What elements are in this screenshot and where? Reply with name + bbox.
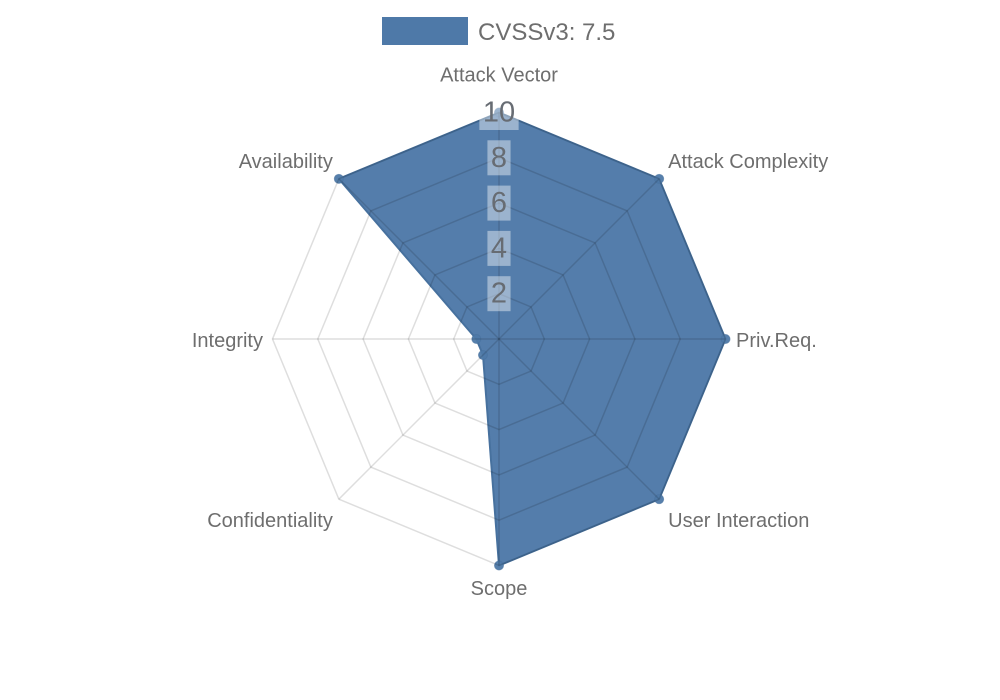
grid-ring-2	[452, 292, 546, 386]
radar-series	[333, 107, 731, 571]
radial-tick-box-8	[487, 140, 511, 176]
radar-vertex-marker-priv-req	[720, 334, 731, 344]
legend-label[interactable]: CVSSv3: 7.5	[478, 19, 615, 46]
radial-tick-label-8: 8	[491, 142, 507, 174]
axis-labels: Attack Vector Attack Complexity Priv.Req. U…	[192, 65, 828, 601]
axis-label-integrity: Integrity	[192, 330, 263, 352]
radial-tick-box-10	[479, 95, 519, 130]
axis-label-attack-vector: Attack Vector	[440, 65, 558, 87]
grid-spoke-confidentiality	[338, 338, 500, 500]
grid-ring-8	[316, 156, 682, 522]
grid-spoke-availability	[338, 178, 500, 340]
radar-vertex-marker-scope	[494, 560, 504, 571]
grid-ring-4	[407, 247, 591, 431]
radial-tick-box-2	[487, 276, 511, 312]
radial-tick-label-10: 10	[483, 97, 515, 129]
radial-tick-box-4	[487, 230, 511, 266]
grid-ring-10	[271, 111, 727, 567]
radar-vertex-marker-availability	[333, 173, 344, 184]
axis-label-confidentiality: Confidentiality	[207, 510, 333, 532]
radar-vertex-marker-integrity	[471, 334, 482, 344]
radial-tick-label-6: 6	[491, 187, 507, 219]
radar-vertex-marker-attack-complexity	[654, 173, 665, 184]
axis-label-user-interaction: User Interaction	[668, 510, 809, 532]
axis-label-attack-complexity: Attack Complexity	[668, 151, 828, 173]
legend-swatch[interactable]	[382, 17, 468, 45]
axis-label-scope: Scope	[471, 578, 528, 600]
radar-vertex-marker-attack-vector	[494, 107, 504, 118]
axis-label-availability: Availability	[239, 151, 333, 173]
grid-spoke-user-interaction	[498, 338, 660, 500]
radar-vertex-marker-confidentiality	[477, 350, 488, 361]
grid-ring-6	[362, 202, 636, 476]
radial-tick-labels: 2 4 6 8 10	[479, 95, 519, 312]
chart-legend[interactable]: CVSSv3: 7.5	[382, 17, 615, 46]
axis-label-priv-req: Priv.Req.	[736, 330, 817, 352]
radial-tick-box-6	[487, 185, 511, 221]
radar-vertex-marker-user-interaction	[654, 494, 665, 505]
radial-tick-label-4: 4	[491, 232, 507, 264]
grid-spoke-attack-complexity	[498, 178, 660, 340]
radial-tick-label-2: 2	[491, 278, 507, 310]
radar-grid	[271, 111, 727, 567]
